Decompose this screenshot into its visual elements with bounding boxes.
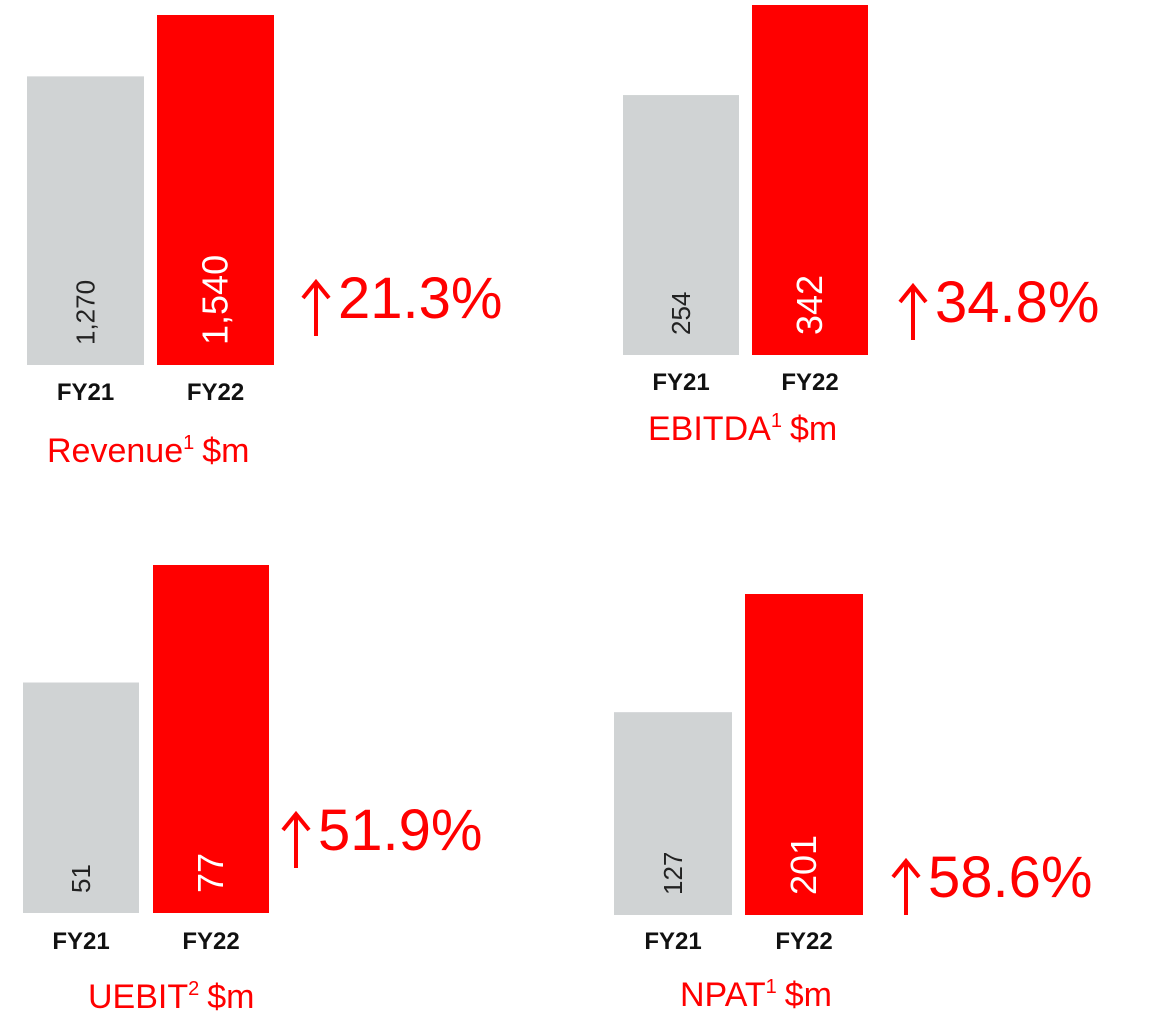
value-label: 342 <box>789 275 830 335</box>
value-label: 51 <box>66 864 96 893</box>
category-label: FY22 <box>775 928 832 955</box>
bar <box>752 5 868 355</box>
value-label: 1,270 <box>71 280 101 345</box>
category-label: FY22 <box>182 928 239 955</box>
value-label: 127 <box>658 852 688 895</box>
title-unit: $m <box>790 410 837 448</box>
change-annotation: 51.9% <box>318 798 482 863</box>
bar <box>27 76 144 365</box>
bar <box>23 682 139 913</box>
change-annotation: 34.8% <box>935 270 1099 335</box>
bar <box>745 594 863 915</box>
bar <box>157 15 274 365</box>
category-label: FY22 <box>781 369 838 396</box>
title-text: NPAT <box>680 976 766 1014</box>
title-note: 1 <box>771 410 782 432</box>
bar <box>153 565 269 913</box>
bar <box>623 95 739 356</box>
up-arrow <box>301 278 331 336</box>
change-annotation: 21.3% <box>338 266 502 331</box>
up-arrow <box>281 810 311 868</box>
up-arrow <box>891 857 921 915</box>
bar <box>614 712 732 915</box>
title-note: 1 <box>183 432 194 454</box>
title-unit: $m <box>785 976 832 1014</box>
title-text: Revenue <box>47 432 183 470</box>
title-text: EBITDA <box>648 410 771 448</box>
category-label: FY21 <box>652 369 709 396</box>
chart-title: UEBIT2 $m <box>88 978 254 1015</box>
category-label: FY21 <box>57 379 114 406</box>
chart-title: NPAT1 $m <box>680 976 832 1014</box>
category-label: FY22 <box>187 379 244 406</box>
value-label: 254 <box>666 292 696 335</box>
bar-chart: 127 FY21 201 FY22 NPAT1 $m 58.6% <box>614 594 1092 1014</box>
title-text: UEBIT <box>88 978 188 1015</box>
title-unit: $m <box>202 432 249 470</box>
title-note: 2 <box>188 978 199 1000</box>
bar-chart: 51 FY21 77 FY22 UEBIT2 $m 51.9% <box>23 565 482 1015</box>
category-label: FY21 <box>52 928 109 955</box>
chart-title: Revenue1 $m <box>47 432 249 470</box>
title-unit: $m <box>207 978 254 1015</box>
chart-title: EBITDA1 $m <box>648 410 837 448</box>
change-annotation: 58.6% <box>928 845 1092 910</box>
bar-chart: 254 FY21 342 FY22 EBITDA1 $m 34.8% <box>623 5 1099 448</box>
up-arrow <box>898 282 928 340</box>
value-label: 77 <box>190 853 231 893</box>
value-label: 201 <box>783 835 824 895</box>
category-label: FY21 <box>644 928 701 955</box>
title-note: 1 <box>766 976 777 998</box>
value-label: 1,540 <box>195 255 236 345</box>
